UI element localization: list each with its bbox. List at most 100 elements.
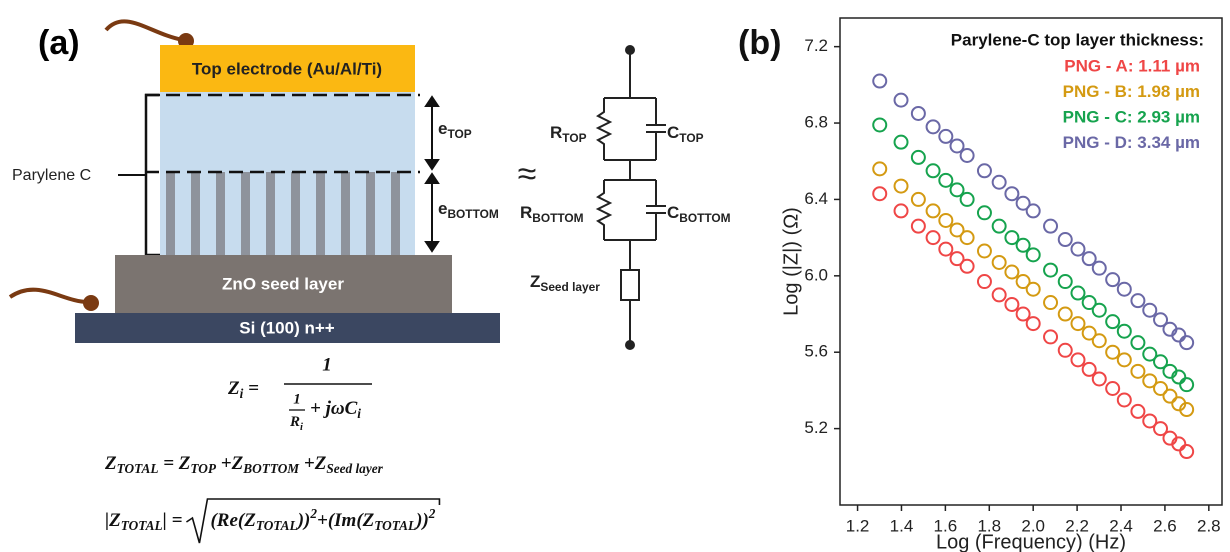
marker [1025,316,1041,332]
x-tick-label: 2.0 [1021,516,1045,535]
subscript: i [240,386,244,401]
marker [1025,281,1041,297]
text-run: C [667,203,679,222]
marker [1116,323,1132,339]
subscript: TOP [679,131,703,145]
x-tick-label: 2.4 [1109,516,1133,535]
approx: ≈ [518,155,537,193]
text-run: | = [163,510,183,531]
c-bottom-label: CBOTTOM [667,203,731,225]
bracket [144,93,160,257]
y-tick-label: 5.6 [804,342,828,361]
x-tick-label: 2.2 [1065,516,1089,535]
marker [1057,306,1073,322]
marker [872,161,888,177]
marker [1070,352,1086,368]
subscript: TOTAL [374,518,416,533]
parylene-label: Parylene C [12,167,91,184]
marker [1130,403,1146,419]
marker [991,254,1007,270]
y-tick-label: 6.8 [804,113,828,132]
seed-label: ZnO seed layer [222,274,344,293]
marker [1091,333,1107,349]
marker [893,203,909,219]
marker [1043,329,1059,345]
panel-label: (a) [38,24,80,62]
subscript: BOTTOM [532,211,583,225]
marker [1070,285,1086,301]
top-electrode [160,45,415,92]
text-run: = [243,378,259,399]
r-top-label: RTOP [550,123,587,145]
e-top-label: eTOP [438,119,472,141]
marker [1015,306,1031,322]
marker [925,163,941,179]
subscript: TOP [562,131,586,145]
marker [1004,230,1020,246]
terminal [625,45,635,55]
text-run: + jωC [310,398,358,419]
marker [1116,352,1132,368]
marker [872,73,888,89]
terminal [625,340,635,350]
substrate-label: Si (100) n++ [239,318,335,337]
marker [949,138,965,154]
marker [872,117,888,133]
x-tick-label: 1.8 [977,516,1001,535]
marker [1105,314,1121,330]
z-seed-label: ZSeed layer [530,272,600,294]
marker [1043,218,1059,234]
marker [893,178,909,194]
contact [83,295,99,311]
marker [1105,272,1121,288]
y-tick-label: 7.2 [804,36,828,55]
text-run: R [550,123,562,142]
seed-layer [115,255,452,313]
marker [925,203,941,219]
text-run: Z [227,378,240,399]
marker [976,243,992,259]
marker [949,251,965,267]
sqrt-sign [185,498,441,544]
marker [1057,274,1073,290]
marker [1105,381,1121,397]
marker [1004,264,1020,280]
marker [1070,241,1086,257]
e-bottom-label: eBOTTOM [438,199,499,221]
text-run: )) [296,510,311,531]
marker [976,274,992,290]
y-tick-label: 6.4 [804,189,828,208]
equation: 1 [293,391,301,407]
x-tick-label: 1.6 [934,516,958,535]
x-tick-label: 1.4 [890,516,914,535]
marker [1142,373,1158,389]
marker [910,149,926,165]
chart: 1.2 1.4 1.6 1.8 2.0 2.2 2.4 2.6 2.8 5.2 5.6 6.0 6.4 6… [738,17,1223,552]
text-run: e [438,119,447,138]
text-run: e [438,199,447,218]
c-top-label: CTOP [667,123,704,145]
superscript: 2 [309,506,317,521]
marker [1162,388,1178,404]
marker [1116,392,1132,408]
marker [1179,444,1195,460]
marker [1070,316,1086,332]
marker [1153,381,1169,397]
marker [893,134,909,150]
subscript: TOP [190,461,216,476]
circuit [595,50,666,345]
subscript: i [357,406,361,421]
marker [938,128,954,144]
marker [925,119,941,135]
marker [1171,369,1187,385]
marker [938,241,954,257]
marker [1091,302,1107,318]
marker [1091,371,1107,387]
marker [959,258,975,274]
marker [910,105,926,121]
subscript: BOTTOM [679,211,730,225]
marker [938,212,954,228]
marker [1043,262,1059,278]
x-tick-label: 1.2 [846,516,870,535]
marker [1091,260,1107,276]
